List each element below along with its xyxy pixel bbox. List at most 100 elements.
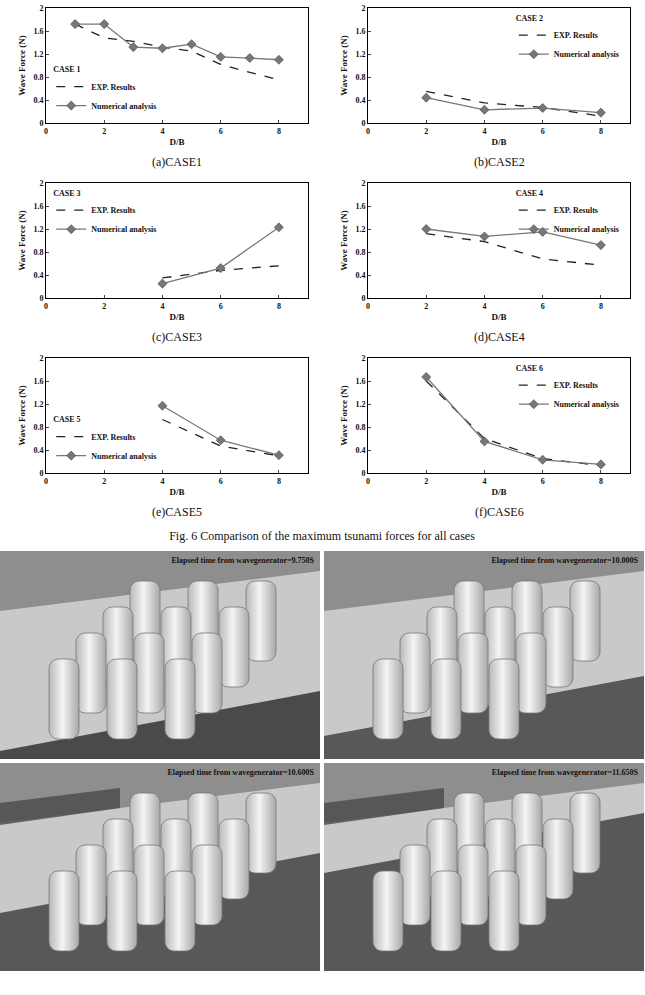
svg-text:2: 2	[102, 477, 106, 486]
svg-text:0.8: 0.8	[33, 248, 43, 257]
svg-text:8: 8	[277, 302, 281, 311]
svg-text:EXP. Results: EXP. Results	[91, 206, 135, 215]
svg-text:2: 2	[424, 127, 428, 136]
svg-text:Wave Force (N): Wave Force (N)	[339, 35, 349, 95]
svg-text:4: 4	[482, 302, 486, 311]
svg-text:EXP. Results: EXP. Results	[554, 31, 598, 40]
svg-text:1.2: 1.2	[355, 50, 365, 59]
svg-text:0: 0	[366, 302, 370, 311]
svg-text:0.4: 0.4	[355, 446, 365, 455]
svg-text:EXP. Results: EXP. Results	[91, 83, 135, 92]
svg-text:0.8: 0.8	[33, 423, 43, 432]
svg-text:6: 6	[219, 477, 223, 486]
svg-text:0: 0	[39, 119, 43, 128]
svg-text:0.8: 0.8	[33, 73, 43, 82]
svg-text:EXP. Results: EXP. Results	[554, 206, 598, 215]
svg-text:0: 0	[361, 119, 365, 128]
svg-text:D/B: D/B	[491, 487, 506, 497]
svg-text:Elapsed time from wavegenerato: Elapsed time from wavegenerator=11.650S	[492, 768, 639, 777]
svg-text:0.4: 0.4	[33, 446, 43, 455]
svg-text:6: 6	[219, 302, 223, 311]
svg-text:0.4: 0.4	[33, 271, 43, 280]
svg-text:(a)CASE1: (a)CASE1	[152, 155, 202, 169]
svg-text:Numerical analysis: Numerical analysis	[554, 400, 619, 409]
svg-text:0.4: 0.4	[355, 271, 365, 280]
svg-text:0: 0	[39, 294, 43, 303]
svg-text:Elapsed time from wavegenerato: Elapsed time from wavegenerator=9.750S	[171, 556, 314, 565]
svg-text:Numerical analysis: Numerical analysis	[91, 225, 156, 234]
svg-text:CASE 1: CASE 1	[53, 65, 80, 74]
svg-text:(d)CASE4: (d)CASE4	[474, 330, 525, 344]
svg-text:Numerical analysis: Numerical analysis	[554, 50, 619, 59]
svg-text:4: 4	[160, 302, 164, 311]
svg-text:Wave Force (N): Wave Force (N)	[339, 210, 349, 270]
svg-text:D/B: D/B	[491, 312, 506, 322]
svg-text:8: 8	[599, 127, 603, 136]
svg-text:CASE 5: CASE 5	[53, 415, 80, 424]
svg-text:Numerical analysis: Numerical analysis	[554, 225, 619, 234]
svg-text:2: 2	[424, 477, 428, 486]
svg-text:2: 2	[424, 302, 428, 311]
svg-text:CASE 2: CASE 2	[516, 14, 543, 23]
svg-text:2: 2	[102, 127, 106, 136]
svg-text:1.2: 1.2	[355, 225, 365, 234]
svg-text:8: 8	[277, 477, 281, 486]
svg-text:0: 0	[39, 469, 43, 478]
svg-text:1.2: 1.2	[355, 400, 365, 409]
svg-text:1.6: 1.6	[33, 202, 43, 211]
svg-text:Elapsed time from wavegenerato: Elapsed time from wavegenerator=10.000S	[491, 556, 638, 565]
svg-text:0.4: 0.4	[355, 96, 365, 105]
svg-text:0: 0	[361, 294, 365, 303]
svg-text:D/B: D/B	[491, 137, 506, 147]
svg-text:EXP. Results: EXP. Results	[91, 433, 135, 442]
svg-text:(b)CASE2: (b)CASE2	[474, 155, 525, 169]
svg-text:Wave Force (N): Wave Force (N)	[17, 385, 27, 445]
svg-text:8: 8	[599, 302, 603, 311]
svg-text:0: 0	[366, 477, 370, 486]
svg-text:0.4: 0.4	[33, 96, 43, 105]
svg-text:1.6: 1.6	[355, 377, 365, 386]
svg-text:Wave Force (N): Wave Force (N)	[17, 210, 27, 270]
svg-text:4: 4	[160, 477, 164, 486]
svg-text:2: 2	[39, 354, 43, 363]
svg-text:1.6: 1.6	[355, 202, 365, 211]
svg-text:6: 6	[541, 302, 545, 311]
svg-text:(e)CASE5: (e)CASE5	[152, 505, 202, 519]
svg-text:Elapsed time from wavegenerato: Elapsed time from wavegenerator=10.600S	[167, 768, 314, 777]
svg-text:CASE 6: CASE 6	[516, 364, 543, 373]
svg-text:4: 4	[482, 127, 486, 136]
svg-text:2: 2	[361, 179, 365, 188]
svg-text:0.8: 0.8	[355, 73, 365, 82]
svg-text:D/B: D/B	[169, 312, 184, 322]
svg-text:0: 0	[44, 127, 48, 136]
svg-text:1.2: 1.2	[33, 400, 43, 409]
svg-text:1.6: 1.6	[33, 27, 43, 36]
svg-text:Wave Force (N): Wave Force (N)	[17, 35, 27, 95]
svg-text:2: 2	[39, 179, 43, 188]
svg-text:EXP. Results: EXP. Results	[554, 381, 598, 390]
svg-text:1.6: 1.6	[33, 377, 43, 386]
svg-text:6: 6	[219, 127, 223, 136]
svg-text:0.8: 0.8	[355, 423, 365, 432]
svg-text:2: 2	[361, 354, 365, 363]
svg-text:Numerical analysis: Numerical analysis	[91, 452, 156, 461]
svg-text:2: 2	[39, 4, 43, 13]
svg-text:8: 8	[277, 127, 281, 136]
svg-text:Wave Force (N): Wave Force (N)	[339, 385, 349, 445]
svg-text:1.6: 1.6	[355, 27, 365, 36]
svg-text:0: 0	[44, 477, 48, 486]
svg-text:1.2: 1.2	[33, 50, 43, 59]
svg-text:2: 2	[361, 4, 365, 13]
svg-text:8: 8	[599, 477, 603, 486]
svg-text:(c)CASE3: (c)CASE3	[152, 330, 202, 344]
svg-text:2: 2	[102, 302, 106, 311]
svg-text:4: 4	[160, 127, 164, 136]
svg-text:0: 0	[44, 302, 48, 311]
svg-text:(f)CASE6: (f)CASE6	[475, 505, 524, 519]
svg-text:1.2: 1.2	[33, 225, 43, 234]
svg-text:4: 4	[482, 477, 486, 486]
svg-text:0.8: 0.8	[355, 248, 365, 257]
svg-text:CASE 4: CASE 4	[516, 189, 543, 198]
svg-text:0: 0	[361, 469, 365, 478]
svg-text:6: 6	[541, 477, 545, 486]
